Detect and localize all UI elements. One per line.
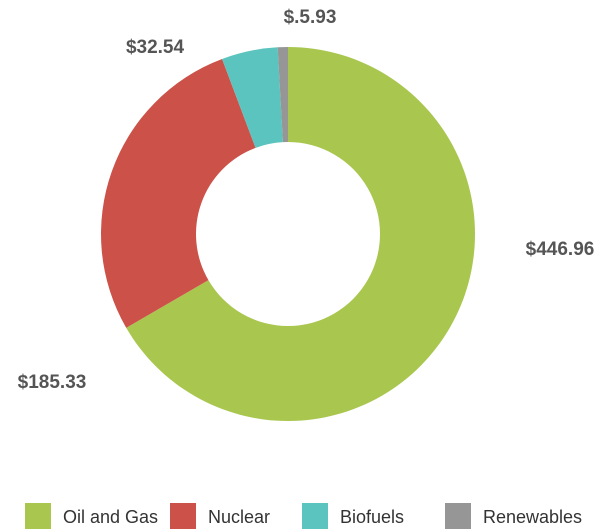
donut-slice [277, 47, 288, 143]
value-label: $32.54 [126, 37, 185, 58]
donut-slice [101, 59, 256, 328]
value-label: $.5.93 [284, 7, 337, 28]
legend-label: Renewables [483, 507, 582, 527]
value-label: $446.96 [526, 239, 595, 260]
legend-swatch [25, 503, 51, 529]
value-label: $185.33 [18, 372, 87, 393]
legend-label: Biofuels [340, 507, 404, 527]
legend-swatch [170, 503, 196, 529]
donut-slice [222, 47, 283, 148]
legend-swatch [445, 503, 471, 529]
legend-swatch [302, 503, 328, 529]
legend-label: Nuclear [208, 507, 270, 527]
legend-label: Oil and Gas [63, 507, 158, 527]
donut-slice [126, 47, 475, 421]
